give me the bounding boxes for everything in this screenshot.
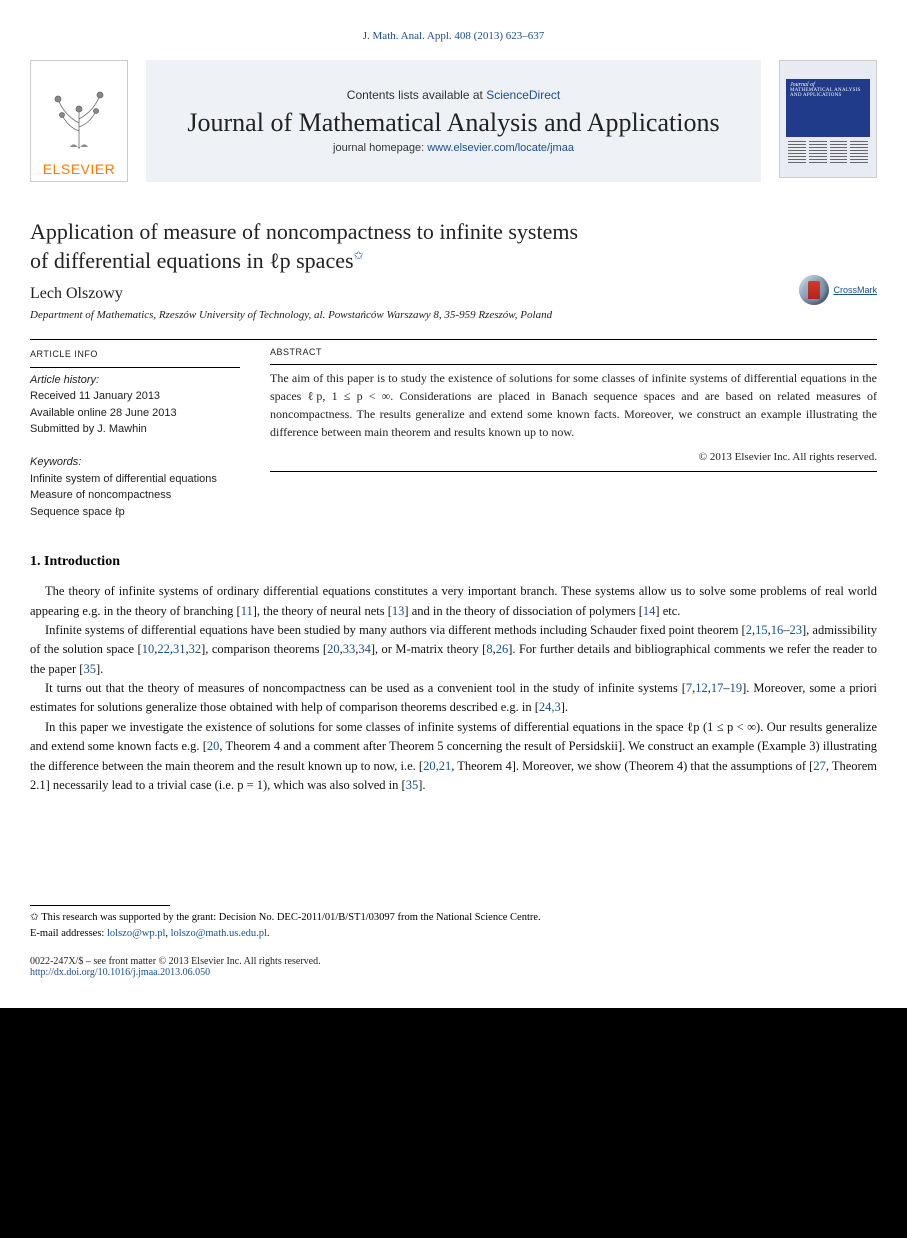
- info-row: ARTICLE INFO Article history: Received 1…: [30, 346, 877, 520]
- keyword-2: Measure of noncompactness: [30, 487, 240, 504]
- history-submitted: Submitted by J. Mawhin: [30, 421, 240, 438]
- email-link-2[interactable]: lolszo@math.us.edu.pl: [171, 928, 267, 939]
- article-history: ARTICLE INFO Article history: Received 1…: [30, 346, 240, 520]
- cover-line1: Journal of: [786, 79, 870, 88]
- ref-26[interactable]: 26: [496, 642, 509, 656]
- bottom-block: 0022-247X/$ – see front matter © 2013 El…: [30, 956, 877, 978]
- ref-33[interactable]: 33: [343, 642, 356, 656]
- ref-15[interactable]: 15: [755, 623, 768, 637]
- body-text: The theory of infinite systems of ordina…: [30, 582, 877, 795]
- header-band: ELSEVIER Contents lists available at Sci…: [30, 60, 877, 182]
- ref-3[interactable]: ,3: [551, 700, 560, 714]
- ref-17[interactable]: 17: [711, 681, 724, 695]
- ref-22[interactable]: 22: [157, 642, 170, 656]
- crossmark-button[interactable]: CrossMark: [799, 275, 877, 305]
- body-p3c: ].: [561, 700, 568, 714]
- body-p3a: It turns out that the theory of measures…: [45, 681, 686, 695]
- affiliation: Department of Mathematics, Rzeszów Unive…: [30, 309, 877, 321]
- ref-10[interactable]: 10: [142, 642, 155, 656]
- journal-title: Journal of Mathematical Analysis and App…: [187, 108, 719, 138]
- homepage-line: journal homepage: www.elsevier.com/locat…: [333, 142, 574, 154]
- ref-20a[interactable]: 20: [327, 642, 340, 656]
- body-p4e: ].: [418, 778, 425, 792]
- keywords-head: Keywords:: [30, 454, 240, 471]
- email-prefix: E-mail addresses:: [30, 928, 107, 939]
- body-p2d: ], or M-matrix theory [: [371, 642, 487, 656]
- ref-13[interactable]: 13: [392, 604, 405, 618]
- rule-top: [30, 339, 877, 340]
- ref-14[interactable]: 14: [643, 604, 656, 618]
- ref-23[interactable]: 23: [789, 623, 802, 637]
- title-line2: of differential equations in ℓp spaces: [30, 248, 354, 273]
- footnotes: ✩ This research was supported by the gra…: [30, 905, 877, 942]
- article-info-heading: ARTICLE INFO: [30, 349, 98, 359]
- crossmark-label: CrossMark: [833, 285, 877, 295]
- ref-27[interactable]: 27: [813, 759, 826, 773]
- footnote-rule: [30, 905, 170, 906]
- history-available: Available online 28 June 2013: [30, 405, 240, 422]
- email-link-1[interactable]: lolszo@wp.pl: [107, 928, 165, 939]
- body-p2a: Infinite systems of differential equatio…: [45, 623, 746, 637]
- title-line1: Application of measure of noncompactness…: [30, 219, 578, 244]
- ref-19[interactable]: 19: [730, 681, 743, 695]
- abstract-text: The aim of this paper is to study the ex…: [270, 369, 877, 441]
- front-matter-line: 0022-247X/$ – see front matter © 2013 El…: [30, 956, 877, 967]
- section-1-heading: 1. Introduction: [30, 554, 877, 570]
- body-p4c: , Theorem 4]. Moreover, we show (Theorem…: [451, 759, 813, 773]
- homepage-prefix: journal homepage:: [333, 142, 427, 154]
- body-p1c: ] and in the theory of dissociation of p…: [404, 604, 643, 618]
- ref-20b[interactable]: 20: [207, 739, 220, 753]
- footnote-funding: ✩ This research was supported by the gra…: [30, 910, 877, 926]
- email-suffix: .: [267, 928, 270, 939]
- ref-24[interactable]: 24: [539, 700, 552, 714]
- ref-31[interactable]: 31: [173, 642, 186, 656]
- abstract-heading: ABSTRACT: [270, 346, 877, 360]
- ref-35a[interactable]: 35: [83, 662, 96, 676]
- elsevier-tree-icon: [31, 61, 127, 161]
- abstract-block: ABSTRACT The aim of this paper is to stu…: [270, 346, 877, 520]
- body-p2c: ], comparison theorems [: [201, 642, 327, 656]
- ref-34[interactable]: 34: [358, 642, 371, 656]
- keyword-3: Sequence space ℓp: [30, 504, 240, 521]
- citation-top: J. Math. Anal. Appl. 408 (2013) 623–637: [30, 30, 877, 42]
- page: J. Math. Anal. Appl. 408 (2013) 623–637: [0, 0, 907, 1008]
- crossmark-icon: [799, 275, 829, 305]
- history-subhead: Article history:: [30, 372, 240, 389]
- title-note-mark[interactable]: ✩: [354, 248, 364, 262]
- homepage-link[interactable]: www.elsevier.com/locate/jmaa: [427, 142, 574, 154]
- keyword-1: Infinite system of differential equation…: [30, 471, 240, 488]
- journal-box: Contents lists available at ScienceDirec…: [146, 60, 761, 182]
- body-p2f: ].: [96, 662, 103, 676]
- journal-cover-thumb[interactable]: Journal of MATHEMATICAL ANALYSIS AND APP…: [779, 60, 877, 178]
- body-p1d: ] etc.: [655, 604, 680, 618]
- elsevier-logo[interactable]: ELSEVIER: [30, 60, 128, 182]
- sciencedirect-link[interactable]: ScienceDirect: [486, 88, 560, 102]
- author-name: Lech Olszowy: [30, 285, 877, 303]
- ref-7[interactable]: 7: [686, 681, 692, 695]
- article-title: Application of measure of noncompactness…: [30, 218, 720, 275]
- copyright-line: © 2013 Elsevier Inc. All rights reserved…: [270, 449, 877, 466]
- ref-8[interactable]: 8: [486, 642, 492, 656]
- cover-line2: MATHEMATICAL ANALYSIS AND APPLICATIONS: [786, 88, 870, 98]
- doi-link[interactable]: http://dx.doi.org/10.1016/j.jmaa.2013.06…: [30, 967, 210, 978]
- ref-21[interactable]: ,21: [436, 759, 452, 773]
- ref-35b[interactable]: 35: [406, 778, 419, 792]
- body-p1b: ], the theory of neural nets [: [253, 604, 392, 618]
- contents-prefix: Contents lists available at: [347, 88, 486, 102]
- history-received: Received 11 January 2013: [30, 388, 240, 405]
- contents-line: Contents lists available at ScienceDirec…: [347, 88, 560, 102]
- ref-16[interactable]: 16: [771, 623, 784, 637]
- ref-20c[interactable]: 20: [423, 759, 436, 773]
- footnote-emails: E-mail addresses: lolszo@wp.pl, lolszo@m…: [30, 926, 877, 942]
- ref-11[interactable]: 11: [241, 604, 253, 618]
- ref-2[interactable]: 2: [746, 623, 752, 637]
- ref-12[interactable]: 12: [695, 681, 708, 695]
- elsevier-wordmark: ELSEVIER: [43, 161, 115, 177]
- ref-32[interactable]: 32: [189, 642, 202, 656]
